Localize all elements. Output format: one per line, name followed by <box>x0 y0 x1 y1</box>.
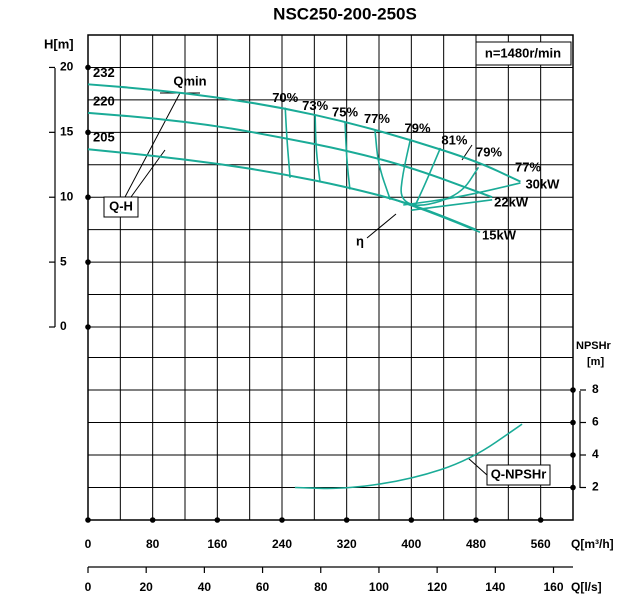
series-label: 75% <box>332 104 358 119</box>
x-tick-label: 400 <box>401 537 421 551</box>
series-label: 15kW <box>482 228 517 243</box>
y-tick-dot <box>85 194 91 201</box>
annotation: Qmin <box>173 73 206 88</box>
series-line <box>294 423 523 490</box>
x-tick-dot <box>537 517 544 523</box>
y-tick-dot <box>85 129 91 136</box>
x2-tick-label: 0 <box>85 580 92 594</box>
series-line <box>414 147 442 206</box>
series-line <box>394 199 481 234</box>
speed-box <box>475 41 572 66</box>
series-line <box>87 148 477 231</box>
x-tick-dot <box>343 517 350 523</box>
series-label: 77% <box>364 111 390 126</box>
y-tick-label: 15 <box>60 125 74 139</box>
y2-tick-label: 8 <box>592 382 599 396</box>
plot-frame <box>87 34 574 521</box>
x-tick-label: 480 <box>466 537 486 551</box>
eta-leader <box>366 213 397 239</box>
annotation: η <box>356 233 364 248</box>
series-label: 30kW <box>525 176 560 191</box>
series-line <box>344 121 351 190</box>
series-label: Q-NPSHr <box>491 466 547 481</box>
y2-axis-label: NPSHr <box>576 340 612 352</box>
series-label: 81% <box>441 132 467 147</box>
npsh-leader <box>467 457 488 476</box>
y2-tick-label: 2 <box>592 480 599 494</box>
x-tick-label: 320 <box>337 537 357 551</box>
y2-tick-dot <box>570 452 576 458</box>
y2-axis-label: [m] <box>587 356 604 368</box>
series-line <box>374 129 392 201</box>
series-line <box>314 115 321 182</box>
qh-box <box>103 196 139 218</box>
y-tick-dot <box>85 64 91 71</box>
x2-tick-label: 40 <box>198 580 212 594</box>
chart-title: NSC250-200-250S <box>273 4 417 23</box>
y-tick-dot <box>85 259 91 265</box>
x-tick-dot <box>408 517 415 523</box>
x2-tick-label: 160 <box>543 580 563 594</box>
y2-tick-label: 6 <box>592 415 599 429</box>
x2-axis-label: Q[l/s] <box>571 580 602 594</box>
series-label: 73% <box>302 98 328 113</box>
x-tick-dot <box>149 517 156 523</box>
series-label: 70% <box>272 90 298 105</box>
annotation: 77% <box>515 159 541 174</box>
series-line <box>284 107 291 178</box>
x-tick-dot <box>214 517 221 523</box>
x-tick-label: 0 <box>85 537 92 551</box>
x-tick-label: 160 <box>207 537 227 551</box>
y-tick-dot <box>85 324 91 330</box>
series-line <box>87 111 493 199</box>
x-tick-label: 560 <box>531 537 551 551</box>
x2-tick-label: 20 <box>140 580 154 594</box>
x-tick-label: 240 <box>272 537 292 551</box>
annotation: n=1480r/min <box>485 45 561 60</box>
x-tick-label: 80 <box>146 537 160 551</box>
annotation: Q-H <box>109 198 133 213</box>
series-line <box>411 199 493 211</box>
x-tick-dot <box>473 517 479 523</box>
x-tick-dot <box>85 517 91 523</box>
x2-tick-label: 80 <box>314 580 328 594</box>
series-label: 22kW <box>494 194 529 209</box>
qh-leader <box>124 92 200 198</box>
x2-tick-label: 100 <box>369 580 389 594</box>
y-tick-label: 0 <box>60 319 67 333</box>
y2-tick-dot <box>570 484 576 491</box>
y2-tick-label: 4 <box>592 447 599 461</box>
x-axis-label: Q[m³/h] <box>571 537 614 551</box>
y2-tick-dot <box>570 419 576 426</box>
y-tick-label: 5 <box>60 254 67 268</box>
x2-tick-label: 120 <box>427 580 447 594</box>
y-axis-label: H[m] <box>44 36 74 51</box>
y-tick-label: 10 <box>60 189 74 203</box>
series-label: 220 <box>93 93 115 108</box>
x2-tick-label: 140 <box>485 580 505 594</box>
annotation: 79% <box>476 144 502 159</box>
series-label: 205 <box>93 130 115 145</box>
x2-tick-label: 60 <box>256 580 270 594</box>
series-label: 79% <box>405 120 431 135</box>
y-tick-label: 20 <box>60 60 74 74</box>
series-line <box>403 182 521 206</box>
series-label: 232 <box>93 65 115 80</box>
y2-tick-dot <box>570 387 576 393</box>
x-tick-dot <box>279 517 285 523</box>
